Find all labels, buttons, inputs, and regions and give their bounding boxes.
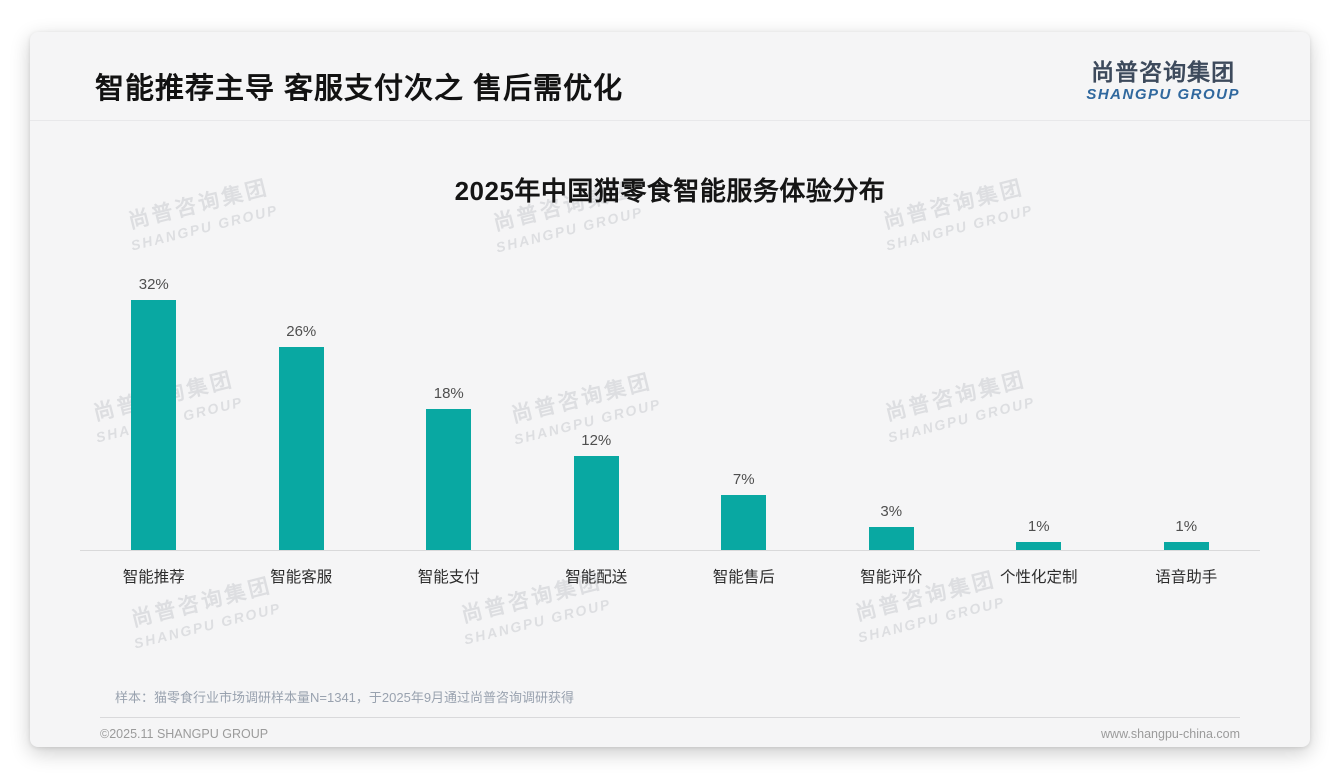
copyright-text: ©2025.11 SHANGPU GROUP [100, 727, 269, 741]
category-label: 智能推荐 [122, 569, 185, 586]
category-label: 智能评价 [860, 569, 923, 586]
bar [721, 495, 767, 550]
bar-column: 3% [818, 261, 966, 550]
bar-column: 7% [670, 261, 818, 550]
logo-english-text: SHANGPU GROUP [1086, 86, 1240, 104]
bar-column: 18% [375, 261, 523, 550]
bar [868, 527, 914, 550]
bar-value-label: 12% [581, 432, 612, 449]
bar [1163, 542, 1209, 550]
category-label: 个性化定制 [999, 569, 1078, 586]
bar-value-label: 1% [1175, 518, 1198, 535]
bar-column: 1% [965, 261, 1113, 550]
bar [1016, 542, 1062, 550]
sample-note: 样本：猫零食行业市场调研样本量N=1341，于2025年9月通过尚普咨询调研获得 [115, 690, 575, 705]
bar-column: 1% [1113, 261, 1261, 550]
bar [278, 347, 324, 550]
company-logo: 尚普咨询集团 SHANGPU GROUP [1086, 59, 1240, 104]
logo-chinese-text: 尚普咨询集团 [1091, 59, 1236, 85]
bar [426, 409, 472, 550]
category-label: 智能客服 [270, 569, 333, 586]
bar [131, 300, 177, 550]
website-url: www.shangpu-china.com [1101, 727, 1240, 741]
category-axis: 智能推荐 智能客服 智能支付 智能配送 智能售后 智能评价 个性化定制 语音助手 [80, 551, 1260, 587]
header: 智能推荐主导 客服支付次之 售后需优化 尚普咨询集团 SHANGPU GROUP [30, 32, 1310, 121]
category-label: 智能配送 [565, 569, 628, 586]
bar-value-label: 3% [880, 503, 903, 520]
bar-value-label: 18% [433, 385, 464, 402]
report-card: 尚普咨询集团 SHANGPU GROUP 尚普咨询集团 SHANGPU GROUP 尚普… [30, 32, 1310, 747]
category-label: 智能售后 [712, 569, 775, 586]
bar-value-label: 7% [732, 471, 755, 488]
bar-chart: 32% 26% 18% 12% 7% 3% 1% 1% [80, 261, 1260, 551]
category-label: 智能支付 [417, 569, 480, 586]
bar-value-label: 32% [138, 276, 169, 293]
bar-value-label: 26% [286, 323, 317, 340]
bar-column: 26% [228, 261, 376, 550]
bar-value-label: 1% [1027, 518, 1050, 535]
bar-column: 12% [523, 261, 671, 550]
footer-bar: ©2025.11 SHANGPU GROUP www.shangpu-china… [100, 717, 1240, 741]
page-title: 智能推荐主导 客服支付次之 售后需优化 [95, 73, 624, 105]
category-label: 语音助手 [1155, 569, 1218, 586]
chart-title: 2025年中国猫零食智能服务体验分布 [454, 176, 886, 206]
bar [573, 456, 619, 550]
bar-column: 32% [80, 261, 228, 550]
